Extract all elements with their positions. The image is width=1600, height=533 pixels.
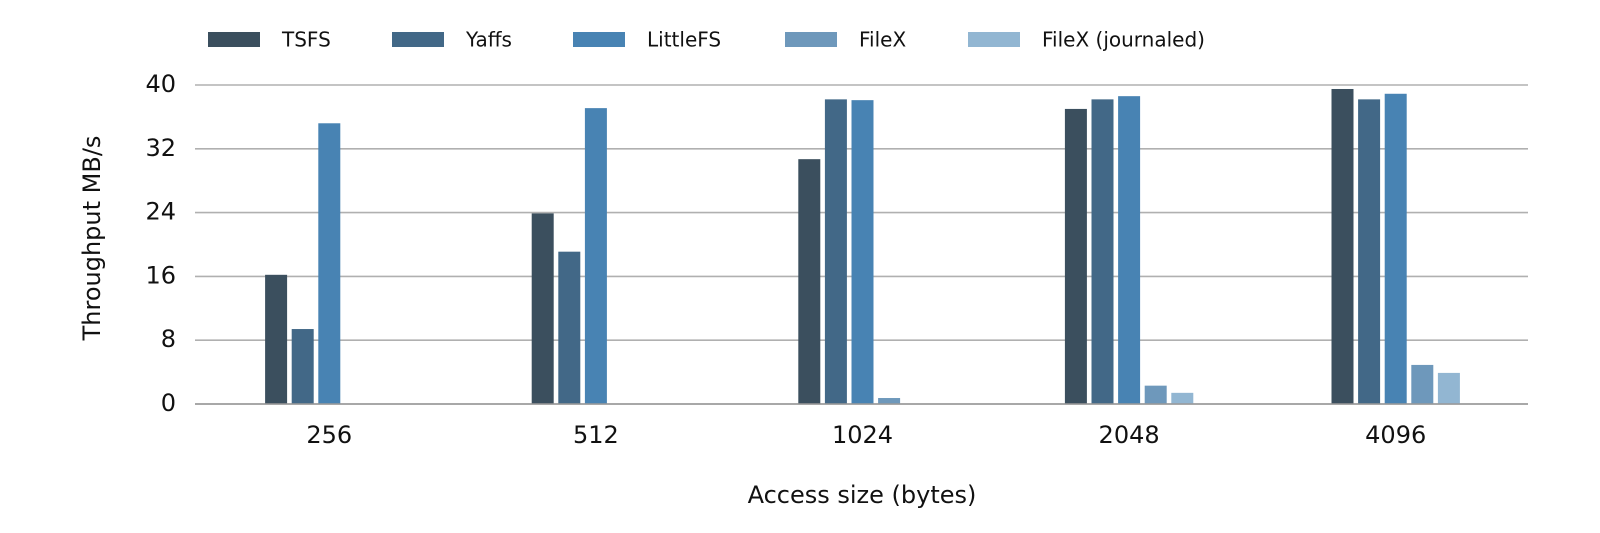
bar bbox=[1171, 392, 1194, 404]
y-tick-label: 40 bbox=[145, 70, 176, 98]
y-tick-label: 8 bbox=[161, 325, 176, 353]
y-tick-label: 0 bbox=[161, 389, 176, 417]
legend-swatch bbox=[573, 32, 625, 47]
legend-swatch bbox=[208, 32, 260, 47]
bar bbox=[878, 398, 901, 404]
y-tick-label: 24 bbox=[145, 198, 176, 226]
y-axis-title: Throughput MB/s bbox=[78, 136, 106, 342]
bar bbox=[1091, 99, 1114, 404]
bar bbox=[824, 99, 847, 404]
legend-label: LittleFS bbox=[647, 28, 721, 52]
bar bbox=[1384, 93, 1407, 405]
bar bbox=[1144, 385, 1167, 404]
bar bbox=[1331, 88, 1354, 405]
bar bbox=[1358, 99, 1381, 404]
bar bbox=[1064, 108, 1087, 405]
x-tick-label: 512 bbox=[573, 421, 619, 449]
bar bbox=[318, 123, 341, 404]
bar bbox=[1411, 364, 1434, 404]
x-tick-label: 2048 bbox=[1099, 421, 1160, 449]
y-tick-label: 16 bbox=[145, 261, 176, 289]
legend-label: FileX bbox=[859, 28, 906, 52]
bar bbox=[1118, 96, 1141, 404]
legend-swatch bbox=[785, 32, 837, 47]
bar bbox=[584, 108, 607, 404]
x-tick-label: 4096 bbox=[1365, 421, 1426, 449]
bar bbox=[291, 329, 314, 404]
x-tick-label: 256 bbox=[306, 421, 352, 449]
legend-label: Yaffs bbox=[465, 28, 512, 52]
bar bbox=[1437, 372, 1460, 404]
bar bbox=[798, 159, 821, 404]
x-axis-title: Access size (bytes) bbox=[748, 481, 977, 509]
legend-swatch bbox=[968, 32, 1020, 47]
legend-swatch bbox=[392, 32, 444, 47]
bar bbox=[531, 213, 554, 404]
y-tick-label: 32 bbox=[145, 134, 176, 162]
bar bbox=[265, 274, 288, 404]
legend-label: FileX (journaled) bbox=[1042, 28, 1205, 52]
legend-label: TSFS bbox=[281, 28, 331, 52]
x-tick-label: 1024 bbox=[832, 421, 893, 449]
bar bbox=[558, 251, 581, 404]
bar bbox=[851, 100, 874, 404]
